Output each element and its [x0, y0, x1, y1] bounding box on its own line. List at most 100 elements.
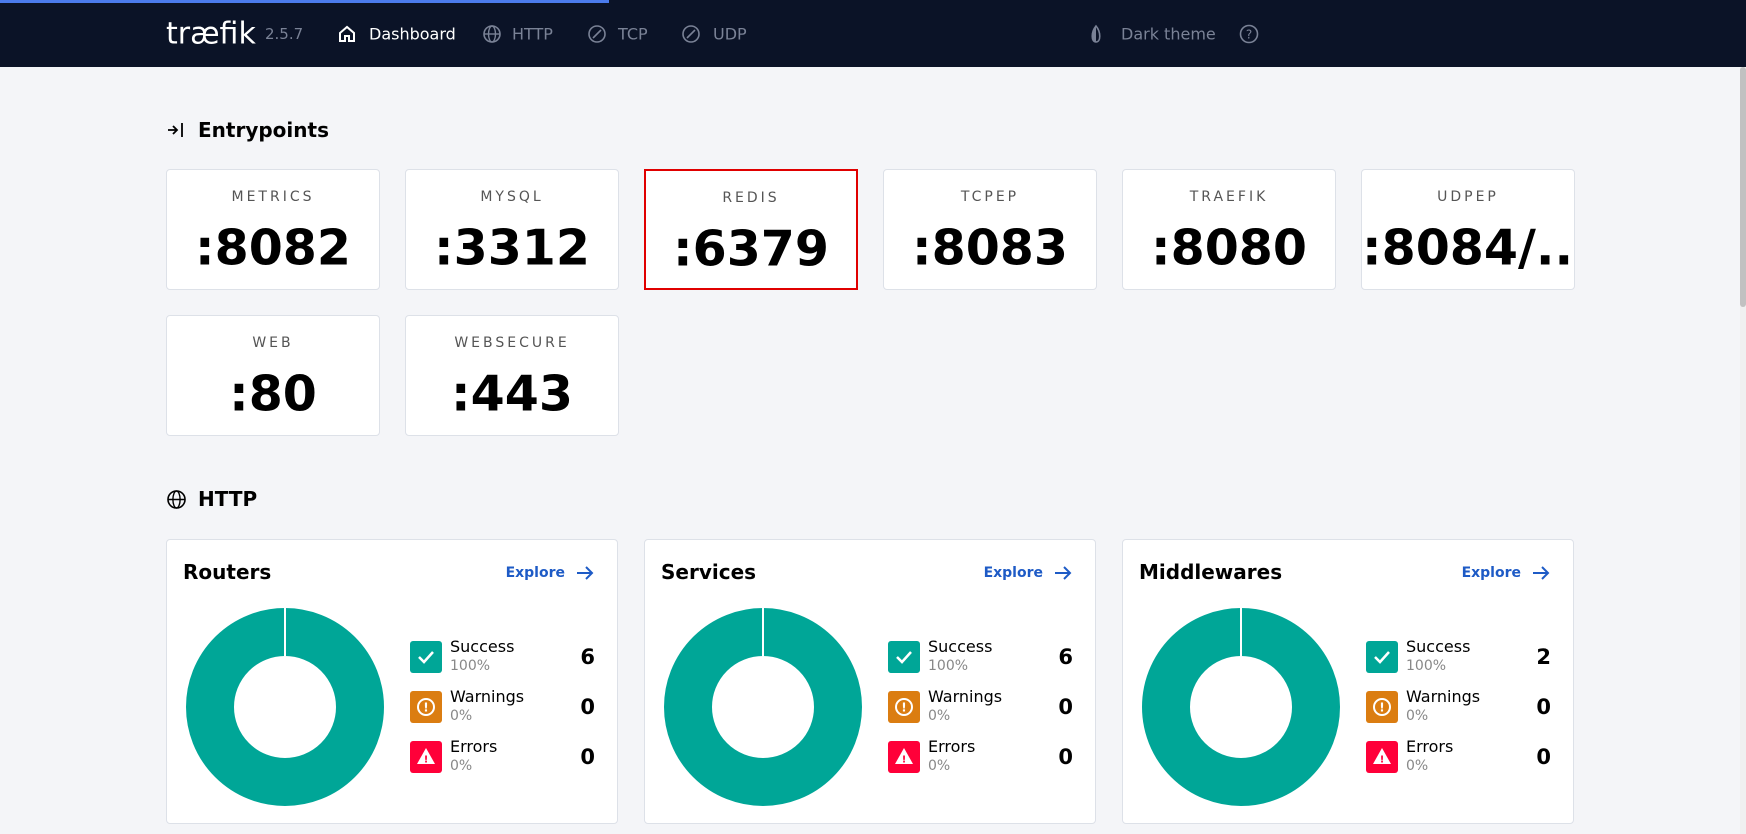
- status-percent: 0%: [928, 708, 951, 724]
- status-label: Warnings: [928, 687, 1003, 706]
- status-percent: 0%: [928, 758, 951, 774]
- status-count: 0: [580, 745, 595, 769]
- http-panel: Middlewares Explore Success 100% 2! Warnings 0…: [1122, 539, 1574, 824]
- status-count: 0: [1058, 745, 1073, 769]
- nav-item[interactable]: UDP: [713, 24, 747, 44]
- status-count: 0: [1058, 695, 1073, 719]
- svg-text:!: !: [901, 701, 906, 715]
- http-icon: [167, 490, 186, 509]
- status-percent: 100%: [1406, 658, 1447, 674]
- http-panel: Services Explore Success 100% 6! Warnings 0% 0!…: [644, 539, 1096, 824]
- nav-item[interactable]: Dashboard: [369, 24, 456, 44]
- scrollbar-thumb[interactable]: [1740, 67, 1746, 307]
- svg-text:!: !: [1380, 755, 1385, 766]
- status-count: 6: [580, 645, 595, 669]
- status-label: Errors: [928, 737, 976, 756]
- nav-item[interactable]: HTTP: [512, 24, 553, 44]
- status-label: Warnings: [450, 687, 525, 706]
- status-label: Success: [1406, 637, 1471, 656]
- status-count: 6: [1058, 645, 1073, 669]
- status-label: Errors: [1406, 737, 1454, 756]
- status-icon: !: [1366, 691, 1398, 723]
- status-icon: [888, 641, 920, 673]
- status-percent: 0%: [1406, 758, 1429, 774]
- explore-arrow: [1533, 566, 1550, 580]
- section-title: HTTP: [198, 487, 258, 511]
- entrypoint-name: TRAEFIK: [1189, 189, 1269, 205]
- explore-link[interactable]: Explore: [505, 565, 565, 581]
- entrypoint-address: :80: [229, 365, 317, 423]
- svg-text:!: !: [423, 701, 428, 715]
- status-count: 2: [1536, 645, 1551, 669]
- svg-text:?: ?: [1246, 28, 1252, 42]
- status-count: 0: [1536, 695, 1551, 719]
- udp-icon: [682, 25, 700, 43]
- help-icon[interactable]: ?: [1239, 24, 1259, 44]
- donut-chart: [1142, 608, 1340, 806]
- entrypoint-name: REDIS: [722, 190, 780, 206]
- entrypoint-name: MYSQL: [480, 189, 544, 205]
- theme-icon: [1091, 24, 1101, 43]
- entrypoints-icon: [168, 123, 183, 137]
- status-icon: !: [410, 691, 442, 723]
- status-icon: !: [888, 691, 920, 723]
- version: 2.5.7: [265, 25, 304, 43]
- theme-toggle[interactable]: Dark theme: [1121, 24, 1216, 44]
- status-count: 0: [580, 695, 595, 719]
- entrypoint-address: :8084/...: [1362, 219, 1574, 277]
- status-icon: !: [1366, 741, 1398, 773]
- navbar: træfik 2.5.7 Dashboard HTTP TCP UDP Dark…: [0, 0, 1746, 67]
- entrypoint-address: :8082: [195, 219, 351, 277]
- svg-text:!: !: [1379, 701, 1384, 715]
- logo[interactable]: træfik: [166, 16, 256, 52]
- entrypoint-card[interactable]: TRAEFIK :8080: [1122, 169, 1336, 290]
- status-percent: 0%: [1406, 708, 1429, 724]
- entrypoint-card[interactable]: WEB :80: [166, 315, 380, 436]
- entrypoint-card[interactable]: REDIS :6379: [644, 169, 858, 290]
- entrypoint-name: WEBSECURE: [454, 335, 570, 351]
- status-count: 0: [1536, 745, 1551, 769]
- panel-title: Services: [661, 560, 757, 584]
- home-icon: [339, 25, 355, 42]
- scrollbar[interactable]: [1740, 67, 1746, 834]
- entrypoint-address: :8080: [1151, 219, 1307, 277]
- entrypoint-name: TCPEP: [960, 189, 1020, 205]
- svg-text:!: !: [424, 755, 429, 766]
- section-title: Entrypoints: [198, 118, 329, 142]
- explore-link[interactable]: Explore: [1461, 565, 1521, 581]
- entrypoint-card[interactable]: METRICS :8082: [166, 169, 380, 290]
- donut-chart: [186, 608, 384, 806]
- status-icon: [1366, 641, 1398, 673]
- status-label: Success: [928, 637, 993, 656]
- progress-bar: [0, 0, 609, 3]
- entrypoint-address: :6379: [673, 220, 829, 278]
- donut-chart: [664, 608, 862, 806]
- svg-text:!: !: [902, 755, 907, 766]
- entrypoint-address: :443: [451, 365, 573, 423]
- nav-item[interactable]: TCP: [618, 24, 648, 44]
- status-percent: 0%: [450, 708, 473, 724]
- entrypoint-card[interactable]: MYSQL :3312: [405, 169, 619, 290]
- status-label: Warnings: [1406, 687, 1481, 706]
- entrypoint-name: METRICS: [231, 189, 315, 205]
- entrypoint-name: WEB: [252, 335, 294, 351]
- status-icon: !: [888, 741, 920, 773]
- explore-link[interactable]: Explore: [983, 565, 1043, 581]
- entrypoint-card[interactable]: UDPEP :8084/...: [1361, 169, 1575, 290]
- panel-title: Middlewares: [1139, 560, 1283, 584]
- panel-title: Routers: [183, 560, 272, 584]
- entrypoint-name: UDPEP: [1437, 189, 1499, 205]
- entrypoint-card[interactable]: TCPEP :8083: [883, 169, 1097, 290]
- http-panel: Routers Explore Success 100% 6! Warnings 0% 0! E…: [166, 539, 618, 824]
- explore-arrow: [1055, 566, 1072, 580]
- status-percent: 0%: [450, 758, 473, 774]
- entrypoint-address: :3312: [434, 219, 590, 277]
- status-percent: 100%: [928, 658, 969, 674]
- entrypoint-address: :8083: [912, 219, 1068, 277]
- status-label: Success: [450, 637, 515, 656]
- globe-icon: [483, 25, 501, 43]
- tcp-icon: [588, 25, 606, 43]
- status-icon: !: [410, 741, 442, 773]
- entrypoint-card[interactable]: WEBSECURE :443: [405, 315, 619, 436]
